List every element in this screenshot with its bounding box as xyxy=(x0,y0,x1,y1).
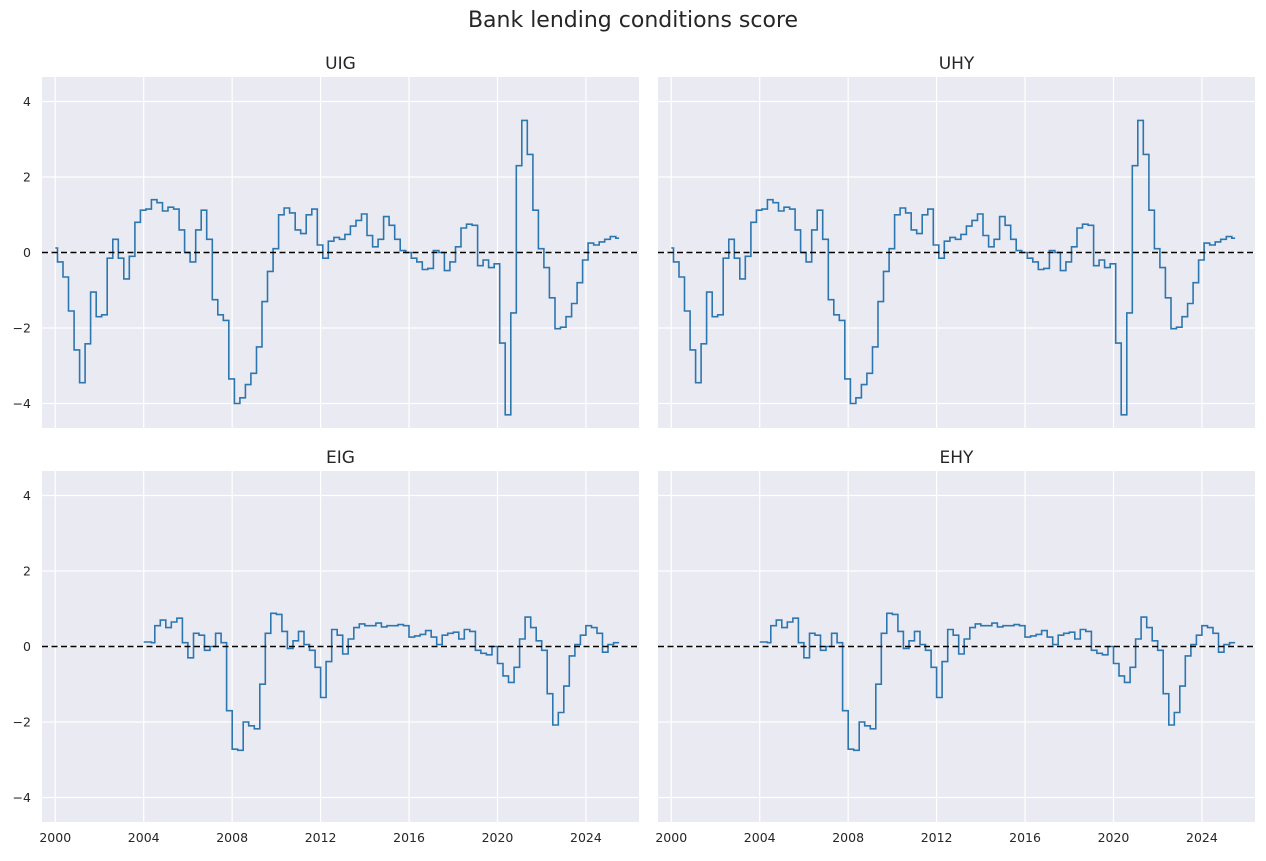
y-tick-label: −4 xyxy=(13,790,31,805)
panel-ehy: 2000 2004 2008 2012 2016 2020 2024 EHY xyxy=(655,448,1255,845)
x-tick-label: 2008 xyxy=(832,830,864,845)
x-tick-label: 2000 xyxy=(39,830,71,845)
x-tick-label: 2020 xyxy=(1098,830,1130,845)
x-tick-label: 2012 xyxy=(921,830,953,845)
x-tick-label: 2008 xyxy=(216,830,248,845)
x-tick-label: 2016 xyxy=(1009,830,1041,845)
panel-title-eig: EIG xyxy=(326,448,355,468)
panel-title-uig: UIG xyxy=(325,54,356,74)
x-tick-label: 2024 xyxy=(570,830,602,845)
x-tick-label: 2000 xyxy=(655,830,687,845)
y-tick-label: −2 xyxy=(13,320,31,335)
panel-title-ehy: EHY xyxy=(940,448,975,468)
x-tick-label: 2004 xyxy=(744,830,776,845)
y-tick-label: 0 xyxy=(23,639,31,654)
panel-uig: 4 2 0 −2 −4 UIG xyxy=(13,54,639,428)
x-tick-label: 2020 xyxy=(482,830,514,845)
series-line-ehy-0 xyxy=(759,612,1236,752)
series-line-uhy-0 xyxy=(671,119,1236,416)
series-line-eig-0 xyxy=(143,612,620,752)
y-tick-label: −4 xyxy=(13,396,31,411)
y-tick-label: 2 xyxy=(23,564,31,579)
x-tick-label: 2012 xyxy=(305,830,337,845)
x-tick-label: 2016 xyxy=(393,830,425,845)
y-tick-label: −2 xyxy=(13,714,31,729)
x-tick-label: 2004 xyxy=(128,830,160,845)
panel-uhy: UHY xyxy=(658,54,1255,428)
panel-title-uhy: UHY xyxy=(939,54,975,74)
x-tick-label: 2024 xyxy=(1186,830,1218,845)
y-tick-label: 2 xyxy=(23,170,31,185)
y-tick-label: 0 xyxy=(23,245,31,260)
y-tick-label: 4 xyxy=(23,94,31,109)
y-tick-label: 4 xyxy=(23,488,31,503)
series-line-uig-0 xyxy=(55,119,620,416)
figure-title: Bank lending conditions score xyxy=(468,8,798,33)
panel-eig: 2000 2004 2008 2012 2016 2020 2024 4 2 0 −2 −4 EIG xyxy=(13,448,639,845)
